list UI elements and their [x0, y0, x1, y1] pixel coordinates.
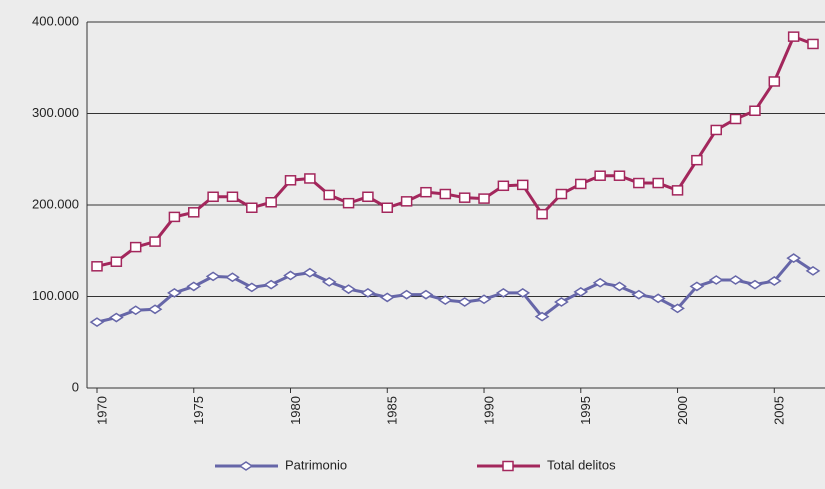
marker	[225, 272, 240, 283]
marker	[594, 170, 606, 181]
marker	[302, 267, 318, 278]
marker	[807, 38, 819, 50]
marker	[592, 277, 608, 288]
marker	[186, 281, 202, 292]
marker	[652, 177, 664, 189]
series-line	[96, 34, 814, 268]
marker	[555, 188, 568, 200]
marker	[497, 180, 510, 192]
marker	[613, 170, 626, 181]
marker	[554, 297, 569, 307]
marker	[362, 191, 374, 203]
marker	[729, 113, 742, 125]
marker	[536, 208, 548, 220]
marker	[128, 305, 144, 316]
x-tick-label: 1970	[94, 396, 109, 425]
marker	[420, 186, 432, 198]
marker	[91, 261, 103, 272]
x-tick-label: 2000	[675, 396, 690, 425]
marker	[728, 275, 743, 285]
x-tick-label: 1985	[385, 396, 400, 425]
y-tick-label: 0	[72, 379, 79, 394]
marker	[342, 197, 355, 209]
x-tick-label: 2005	[772, 396, 787, 425]
marker	[167, 287, 182, 298]
marker	[534, 311, 550, 322]
marker	[360, 287, 376, 298]
marker	[612, 281, 627, 292]
marker	[768, 76, 781, 87]
marker	[496, 287, 511, 298]
marker	[786, 253, 802, 263]
marker	[205, 271, 221, 282]
marker	[418, 289, 434, 300]
marker	[341, 284, 356, 295]
legend-label: Total delitos	[547, 457, 616, 472]
marker	[321, 276, 337, 287]
marker	[708, 275, 724, 285]
marker	[244, 282, 260, 293]
marker	[379, 292, 395, 303]
marker	[671, 185, 684, 196]
marker	[573, 287, 589, 297]
marker	[689, 281, 705, 292]
marker	[323, 189, 335, 201]
marker	[89, 317, 105, 328]
marker	[747, 279, 763, 290]
marker	[108, 312, 124, 323]
marker	[263, 279, 279, 290]
marker	[149, 236, 161, 247]
marker	[283, 270, 298, 281]
marker	[265, 197, 277, 208]
marker	[476, 294, 492, 305]
series-line	[96, 256, 814, 324]
marker	[246, 202, 258, 213]
x-tick-label: 1975	[191, 396, 206, 425]
marker	[787, 31, 800, 42]
legend-label: Patrimonio	[285, 457, 347, 472]
marker	[439, 188, 452, 200]
y-tick-label: 300.000	[32, 105, 79, 120]
marker	[458, 192, 471, 203]
marker	[188, 207, 200, 218]
marker	[805, 265, 821, 276]
y-tick-label: 200.000	[32, 196, 79, 211]
marker	[575, 178, 587, 190]
marker	[631, 289, 647, 300]
marker	[437, 295, 453, 306]
marker	[650, 293, 666, 304]
x-tick-label: 1995	[578, 396, 593, 425]
x-tick-label: 1990	[481, 396, 496, 425]
marker	[381, 202, 394, 213]
marker	[110, 256, 123, 267]
y-tick-label: 100.000	[32, 288, 79, 303]
marker	[515, 287, 531, 298]
marker	[691, 154, 703, 166]
marker	[207, 191, 219, 203]
marker	[766, 276, 782, 286]
marker	[516, 179, 529, 191]
marker	[710, 124, 722, 136]
y-tick-label: 400.000	[32, 13, 79, 28]
x-tick-label: 1980	[288, 396, 303, 425]
marker	[670, 303, 685, 314]
marker	[400, 196, 413, 207]
legend-marker	[502, 460, 514, 472]
marker	[129, 241, 142, 253]
marker	[457, 297, 473, 307]
legend-marker	[238, 461, 254, 471]
marker	[284, 175, 297, 186]
marker	[147, 304, 163, 315]
marker	[168, 211, 181, 223]
marker	[226, 191, 239, 203]
marker	[633, 177, 645, 189]
marker	[749, 105, 761, 117]
marker	[304, 173, 316, 184]
marker	[478, 193, 490, 204]
marker	[399, 289, 414, 300]
